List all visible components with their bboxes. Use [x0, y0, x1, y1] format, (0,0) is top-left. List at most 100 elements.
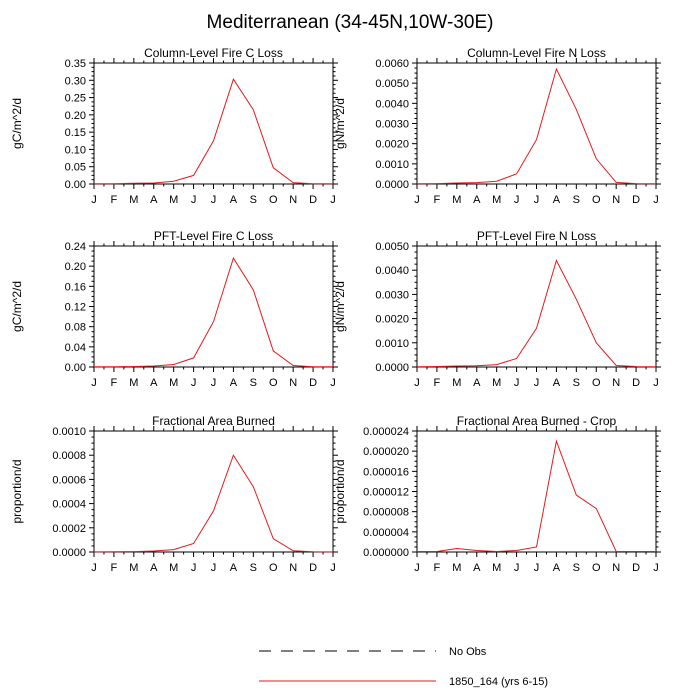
x-tick-label: A: [230, 562, 238, 574]
y-tick-label: 0.0030: [375, 119, 409, 131]
figure-title: Mediterranean (34-45N,10W-30E): [206, 12, 494, 33]
x-tick-label: J: [534, 194, 540, 206]
y-tick-label: 0.0000: [375, 362, 409, 374]
x-tick-label: A: [473, 562, 481, 574]
x-tick-label: J: [653, 562, 659, 574]
x-tick-label: J: [514, 562, 520, 574]
y-tick-label: 0.05: [65, 162, 86, 174]
x-tick-label: S: [573, 377, 580, 389]
x-tick-label: J: [211, 562, 217, 574]
y-tick-label: 0.15: [65, 127, 86, 139]
x-tick-label: D: [309, 194, 317, 206]
x-tick-label: S: [250, 194, 257, 206]
x-tick-label: A: [150, 377, 158, 389]
x-tick-label: A: [553, 562, 561, 574]
x-tick-label: J: [653, 194, 659, 206]
x-tick-label: J: [191, 377, 197, 389]
x-tick-label: J: [414, 194, 420, 206]
x-tick-label: N: [612, 562, 620, 574]
y-tick-label: 0.0010: [375, 159, 409, 171]
x-tick-label: O: [269, 377, 278, 389]
series-line: [93, 454, 334, 553]
x-tick-label: A: [230, 194, 238, 206]
y-tick-label: 0.0020: [375, 314, 409, 326]
x-tick-label: M: [129, 377, 138, 389]
x-tick-label: F: [434, 377, 441, 389]
x-tick-label: F: [111, 377, 118, 389]
y-tick-label: 0.000020: [363, 446, 409, 458]
y-tick-label: 0.0040: [375, 98, 409, 110]
y-tick-label: 0.00: [65, 179, 86, 191]
x-tick-label: J: [330, 562, 336, 574]
series-line: [94, 78, 333, 185]
x-tick-label: A: [553, 194, 561, 206]
plot-frame: [416, 62, 657, 185]
x-tick-label: M: [129, 194, 138, 206]
y-axis-label: proportion/d: [10, 459, 24, 523]
series-line: [94, 256, 333, 368]
x-tick-label: J: [91, 377, 97, 389]
x-tick-label: D: [632, 377, 640, 389]
x-tick-label: J: [91, 194, 97, 206]
x-tick-label: O: [592, 194, 601, 206]
legend-label-run: 1850_164 (yrs 6-15): [449, 676, 548, 688]
y-tick-label: 0.000024: [363, 426, 409, 438]
y-tick-label: 0.0020: [375, 139, 409, 151]
series-line: [416, 67, 657, 185]
y-tick-label: 0.000016: [363, 466, 409, 478]
y-tick-label: 0.000012: [363, 487, 409, 499]
x-tick-label: J: [211, 377, 217, 389]
x-tick-label: A: [553, 377, 561, 389]
y-tick-label: 0.0000: [52, 547, 86, 559]
plot-frame: [93, 245, 334, 368]
y-tick-label: 0.000008: [363, 507, 409, 519]
x-tick-label: M: [169, 194, 178, 206]
x-tick-label: J: [534, 377, 540, 389]
panel-title: Column-Level Fire N Loss: [467, 46, 606, 60]
x-tick-label: J: [414, 377, 420, 389]
plot-frame: [93, 430, 334, 553]
plot-frame: [416, 430, 657, 553]
y-tick-label: 0.0030: [375, 289, 409, 301]
y-tick-label: 0.0010: [375, 338, 409, 350]
y-axis-label: proportion/d: [333, 459, 347, 523]
panel-title: Fractional Area Burned - Crop: [457, 414, 617, 428]
x-tick-label: F: [111, 562, 118, 574]
x-tick-label: J: [211, 194, 217, 206]
legend-label-no-obs: No Obs: [449, 646, 487, 658]
panel-title: Column-Level Fire C Loss: [144, 46, 283, 60]
y-tick-label: 0.04: [65, 342, 86, 354]
x-tick-label: D: [632, 562, 640, 574]
x-tick-label: M: [452, 194, 461, 206]
x-tick-label: N: [612, 194, 620, 206]
x-tick-label: M: [169, 562, 178, 574]
x-tick-label: M: [492, 562, 501, 574]
x-tick-label: M: [169, 377, 178, 389]
x-tick-label: O: [269, 194, 278, 206]
x-tick-label: S: [573, 562, 580, 574]
x-tick-label: A: [473, 194, 481, 206]
x-tick-label: J: [91, 562, 97, 574]
x-tick-label: O: [269, 562, 278, 574]
x-tick-label: S: [250, 377, 257, 389]
y-tick-label: 0.0006: [52, 474, 86, 486]
x-tick-label: M: [129, 562, 138, 574]
x-tick-label: D: [632, 194, 640, 206]
y-tick-label: 0.0040: [375, 265, 409, 277]
x-tick-label: N: [289, 377, 297, 389]
x-tick-label: J: [534, 562, 540, 574]
y-tick-label: 0.0050: [375, 241, 409, 253]
y-tick-label: 0.12: [65, 302, 86, 314]
chart-panel-6: Fractional Area Burned - Crop proportion/…: [333, 414, 661, 574]
x-tick-label: M: [452, 562, 461, 574]
x-tick-label: M: [492, 194, 501, 206]
y-tick-label: 0.0050: [375, 78, 409, 90]
y-tick-label: 0.0060: [375, 58, 409, 70]
x-tick-label: F: [434, 194, 441, 206]
x-tick-label: S: [250, 562, 257, 574]
x-tick-label: M: [492, 377, 501, 389]
plot-frame: [93, 62, 334, 185]
